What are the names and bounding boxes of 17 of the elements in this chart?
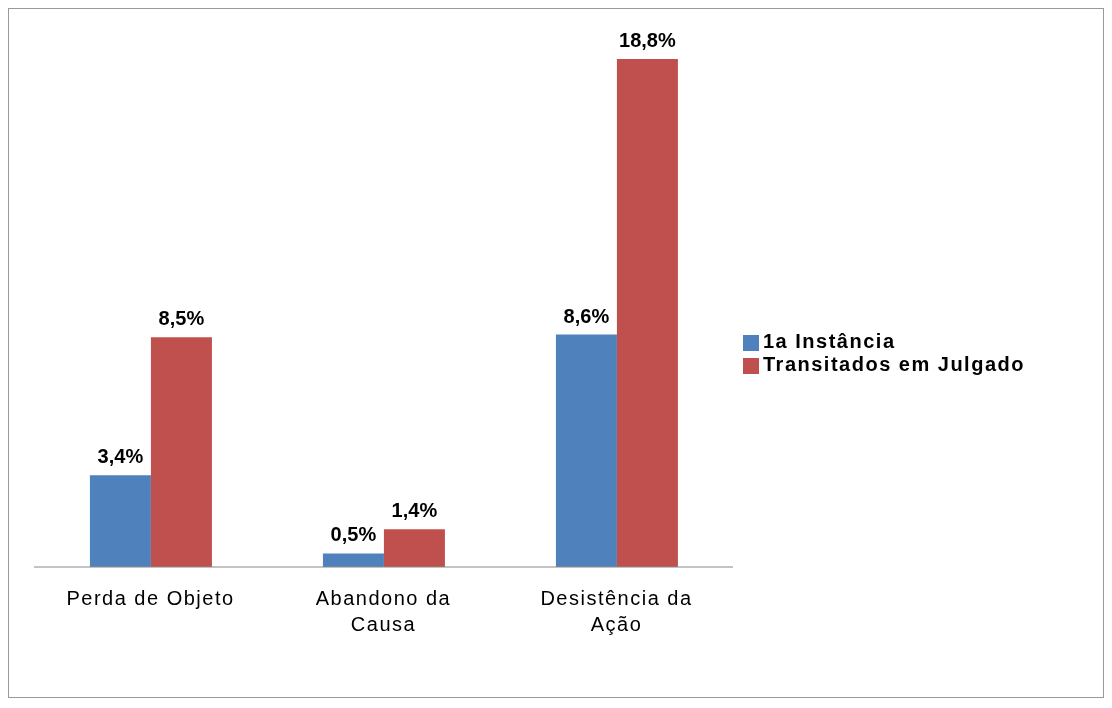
bar bbox=[150, 337, 212, 567]
data-label: 0,5% bbox=[330, 523, 377, 546]
data-label: 8,5% bbox=[158, 307, 205, 330]
data-label: 3,4% bbox=[97, 445, 144, 468]
x-tick-label: Abandono da Causa bbox=[315, 587, 452, 635]
x-tick-label: Desistência da Ação bbox=[540, 587, 693, 635]
x-tick-label: Perda de Objeto bbox=[66, 587, 235, 609]
legend-label: Transitados em Julgado bbox=[763, 353, 1025, 375]
bar bbox=[89, 475, 151, 567]
data-label: 18,8% bbox=[619, 29, 676, 51]
bar bbox=[555, 334, 617, 567]
bar bbox=[616, 59, 678, 567]
bar bbox=[322, 553, 384, 567]
data-label: 1,4% bbox=[391, 499, 438, 522]
bar bbox=[383, 529, 445, 567]
legend-label: 1a Instância bbox=[763, 330, 896, 352]
data-label: 8,6% bbox=[563, 304, 610, 327]
